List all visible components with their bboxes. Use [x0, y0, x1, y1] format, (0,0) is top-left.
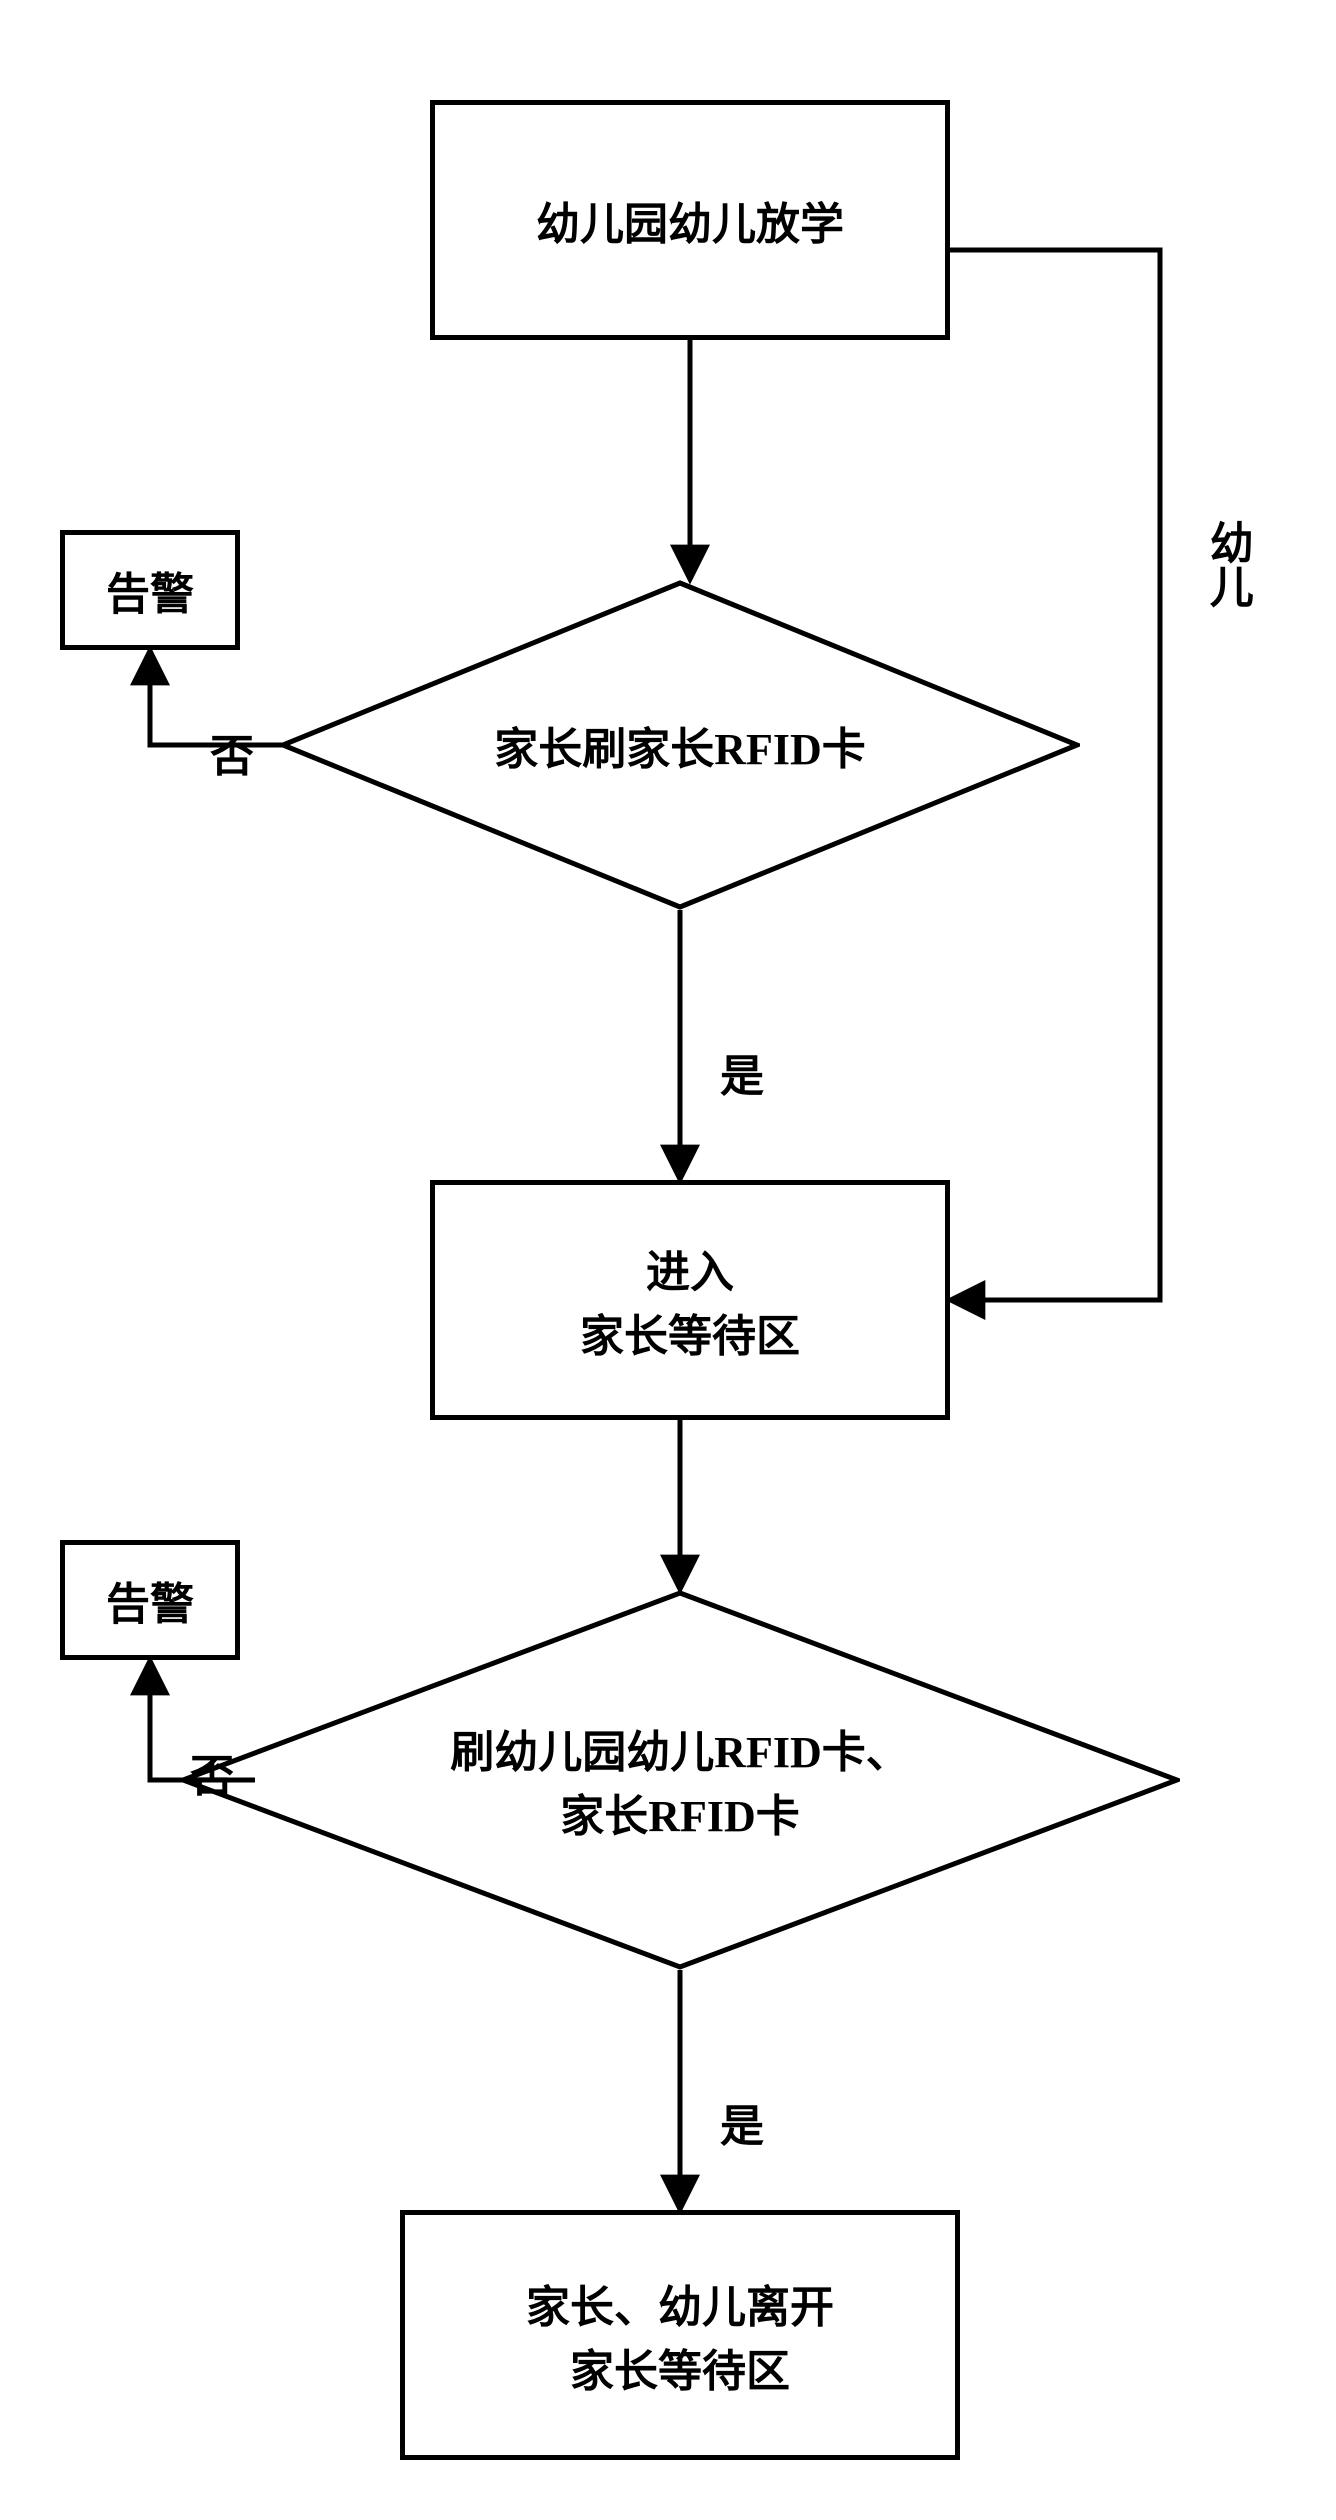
edge-label-yes-1: 是	[720, 1040, 764, 1104]
node-decision-1: 家长刷家长RFID卡	[280, 580, 1080, 910]
edge-label-no-1: 否	[210, 720, 254, 784]
node-decision-1-label: 家长刷家长RFID卡	[280, 580, 1080, 910]
node-leave: 家长、幼儿离开 家长等待区	[400, 2210, 960, 2460]
node-start-label: 幼儿园幼儿放学	[536, 188, 844, 252]
node-alarm-1-label: 告警	[106, 558, 194, 622]
node-wait-label: 进入 家长等待区	[580, 1236, 800, 1364]
edge-label-yes-2: 是	[720, 2090, 764, 2154]
edge-label-no-2: 否	[190, 1740, 234, 1804]
node-decision-2: 刷幼儿园幼儿RFID卡、 家长RFID卡	[180, 1590, 1180, 1970]
node-leave-label: 家长、幼儿离开 家长等待区	[526, 2271, 834, 2399]
edge-label-child: 幼儿	[1200, 520, 1253, 608]
node-alarm-1: 告警	[60, 530, 240, 650]
node-wait: 进入 家长等待区	[430, 1180, 950, 1420]
node-decision-2-label: 刷幼儿园幼儿RFID卡、 家长RFID卡	[180, 1590, 1180, 1970]
node-start: 幼儿园幼儿放学	[430, 100, 950, 340]
